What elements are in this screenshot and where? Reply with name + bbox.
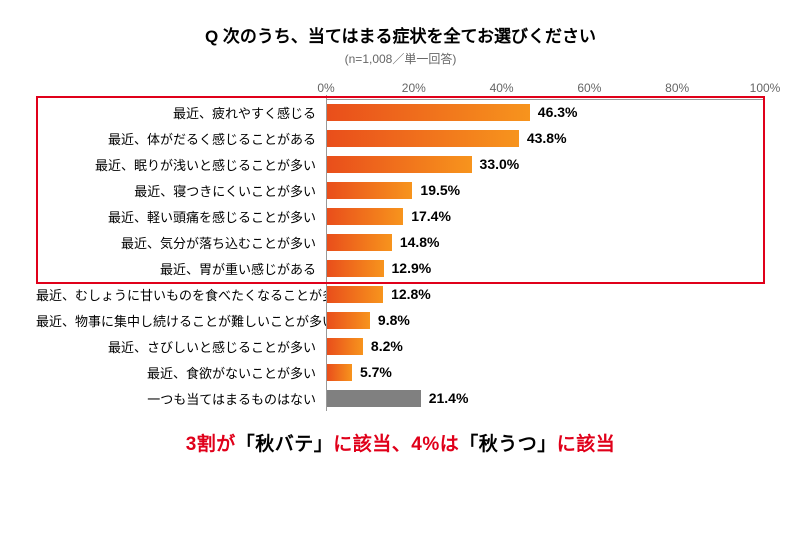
bar-value: 19.5%: [420, 182, 460, 198]
row-plot: 14.8%: [326, 229, 765, 255]
row-plot: 19.5%: [326, 177, 765, 203]
x-tick: 100%: [750, 81, 781, 95]
row-plot: 12.9%: [326, 255, 765, 281]
table-row: 最近、食欲がないことが多い 5.7%: [36, 359, 765, 385]
table-row: 最近、寝つきにくいことが多い 19.5%: [36, 177, 765, 203]
x-axis: 0%20%40%60%80%100%: [36, 81, 765, 99]
bar: [327, 364, 352, 381]
x-tick: 40%: [490, 81, 514, 95]
table-row: 一つも当てはまるものはない 21.4%: [36, 385, 765, 411]
chart-title: Q 次のうち、当てはまる症状を全てお選びください: [36, 22, 765, 47]
table-row: 最近、疲れやすく感じる 46.3%: [36, 99, 765, 125]
chart: 0%20%40%60%80%100% 最近、疲れやすく感じる46.3%最近、体が…: [36, 81, 765, 411]
table-row: 最近、眠りが浅いと感じることが多い 33.0%: [36, 151, 765, 177]
bar-value: 5.7%: [360, 364, 392, 380]
bar: [327, 156, 472, 173]
bar: [327, 338, 363, 355]
bar-value: 8.2%: [371, 338, 403, 354]
row-label: 最近、さびしいと感じることが多い: [36, 337, 326, 356]
chart-subtitle: (n=1,008／単一回答): [36, 50, 765, 67]
row-label: 最近、疲れやすく感じる: [36, 103, 326, 122]
bar: [327, 130, 519, 147]
row-plot: 46.3%: [326, 99, 765, 125]
table-row: 最近、むしょうに甘いものを食べたくなることが多い 12.8%: [36, 281, 765, 307]
summary-box1: 「秋バテ」: [236, 434, 334, 455]
bar: [327, 260, 384, 277]
bar-value: 14.8%: [400, 234, 440, 250]
summary-box2: 「秋うつ」: [459, 434, 557, 455]
table-row: 最近、軽い頭痛を感じることが多い 17.4%: [36, 203, 765, 229]
bar: [327, 286, 383, 303]
row-label: 最近、胃が重い感じがある: [36, 259, 326, 278]
row-plot: 12.8%: [326, 281, 765, 307]
bar-value: 9.8%: [378, 312, 410, 328]
row-label: 最近、体がだるく感じることがある: [36, 129, 326, 148]
table-row: 最近、さびしいと感じることが多い 8.2%: [36, 333, 765, 359]
bar-value: 12.8%: [391, 286, 431, 302]
table-row: 最近、胃が重い感じがある 12.9%: [36, 255, 765, 281]
bar: [327, 182, 412, 199]
bar-value: 33.0%: [480, 156, 520, 172]
row-label: 最近、むしょうに甘いものを食べたくなることが多い: [36, 285, 326, 304]
x-tick: 80%: [665, 81, 689, 95]
summary-line: 3割が「秋バテ」に該当、4%は「秋うつ」に該当: [36, 429, 765, 456]
bar-value: 12.9%: [392, 260, 432, 276]
bar: [327, 234, 392, 251]
table-row: 最近、物事に集中し続けることが難しいことが多い 9.8%: [36, 307, 765, 333]
row-label: 一つも当てはまるものはない: [36, 389, 326, 408]
row-label: 最近、軽い頭痛を感じることが多い: [36, 207, 326, 226]
bar: [327, 104, 530, 121]
row-plot: 9.8%: [326, 307, 765, 333]
row-plot: 33.0%: [326, 151, 765, 177]
table-row: 最近、体がだるく感じることがある 43.8%: [36, 125, 765, 151]
row-plot: 8.2%: [326, 333, 765, 359]
row-plot: 43.8%: [326, 125, 765, 151]
x-tick: 60%: [577, 81, 601, 95]
chart-rows: 最近、疲れやすく感じる46.3%最近、体がだるく感じることがある43.8%最近、…: [36, 99, 765, 411]
row-label: 最近、食欲がないことが多い: [36, 363, 326, 382]
row-label: 最近、気分が落ち込むことが多い: [36, 233, 326, 252]
bar: [327, 390, 421, 407]
summary-mid: に該当、4%は: [333, 434, 459, 455]
bar-value: 17.4%: [411, 208, 451, 224]
bar-value: 43.8%: [527, 130, 567, 146]
summary-pre: 3割が: [186, 434, 236, 455]
row-plot: 5.7%: [326, 359, 765, 385]
row-label: 最近、寝つきにくいことが多い: [36, 181, 326, 200]
row-label: 最近、物事に集中し続けることが難しいことが多い: [36, 311, 326, 330]
row-plot: 21.4%: [326, 385, 765, 411]
bar-value: 46.3%: [538, 104, 578, 120]
bar-value: 21.4%: [429, 390, 469, 406]
table-row: 最近、気分が落ち込むことが多い 14.8%: [36, 229, 765, 255]
bar: [327, 312, 370, 329]
row-label: 最近、眠りが浅いと感じることが多い: [36, 155, 326, 174]
x-tick: 0%: [317, 81, 334, 95]
bar: [327, 208, 403, 225]
summary-post: に該当: [557, 434, 616, 455]
x-tick: 20%: [402, 81, 426, 95]
row-plot: 17.4%: [326, 203, 765, 229]
